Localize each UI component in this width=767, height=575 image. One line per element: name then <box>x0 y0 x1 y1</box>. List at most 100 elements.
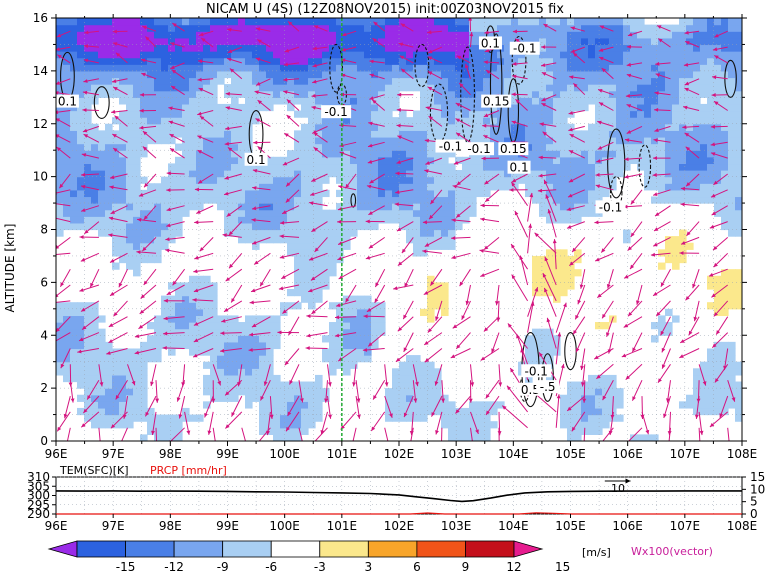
wind-vector <box>109 284 128 297</box>
wind-vector <box>150 364 157 387</box>
wind-vector <box>546 317 557 349</box>
wind-vector <box>82 125 100 133</box>
x-tick-label: 105E <box>555 447 586 461</box>
wind-vector <box>652 172 671 177</box>
wind-vector <box>396 108 414 112</box>
ts-x-tick-label: 99E <box>216 519 239 533</box>
wind-vector <box>228 221 243 236</box>
wind-vector <box>369 73 385 80</box>
wind-vector <box>663 395 671 419</box>
colorbar-unit: [m/s] <box>582 546 611 559</box>
wind-vector <box>200 37 214 48</box>
wind-vector <box>684 87 700 96</box>
wind-vector <box>571 411 586 432</box>
wind-vector <box>510 181 529 206</box>
wind-vector <box>509 188 528 192</box>
wind-vector <box>181 364 186 387</box>
wind-vector <box>684 30 700 35</box>
wind-vector <box>172 268 186 286</box>
wind-vector <box>374 268 386 288</box>
wind-vector <box>650 252 671 257</box>
wind-vector <box>229 68 243 80</box>
wind-vector <box>483 316 500 332</box>
wind-vector <box>56 252 71 256</box>
wind-vector <box>427 316 443 333</box>
wind-vector <box>403 395 414 418</box>
wind-vector <box>626 125 643 134</box>
wind-vector <box>555 332 562 365</box>
wind-vector <box>396 123 414 128</box>
wind-vector <box>512 74 528 80</box>
wind-vector <box>511 274 529 302</box>
wind-vector <box>365 219 385 224</box>
wind-vector <box>655 61 671 66</box>
wind-vector <box>83 133 100 143</box>
wind-vector <box>485 379 500 399</box>
wind-vector <box>601 300 614 319</box>
wind-vector <box>424 236 443 248</box>
wind-vector <box>63 395 71 419</box>
wind-vector <box>422 249 442 254</box>
wind-vector <box>140 284 157 299</box>
wind-vector <box>538 155 557 160</box>
wind-vector <box>597 89 614 96</box>
wind-vector <box>199 115 214 127</box>
wind-vector <box>81 316 100 330</box>
wind-vector <box>57 54 71 64</box>
wind-vector <box>82 90 99 96</box>
wind-vector <box>312 62 328 68</box>
wind-vector <box>313 146 328 159</box>
wind-vector <box>83 58 100 64</box>
wind-vector <box>598 101 614 111</box>
wind-vector <box>470 427 473 441</box>
wind-vector <box>56 118 71 127</box>
wind-vector <box>168 106 185 111</box>
colorbar-swatch <box>416 540 466 558</box>
wind-vector <box>311 93 328 98</box>
wind-vector <box>367 332 386 347</box>
wind-vector <box>606 316 614 337</box>
wind-vector <box>570 46 585 53</box>
wind-vector <box>251 218 271 223</box>
wind-vector <box>428 115 443 127</box>
wind-vector <box>511 120 528 127</box>
y-tick-label: 6 <box>40 275 48 289</box>
wind-vector <box>682 105 700 111</box>
ts-x-tick-label: 105E <box>555 519 586 533</box>
contour-label: 0.1 <box>244 152 268 167</box>
wind-vector <box>727 427 730 441</box>
wind-vector <box>626 73 643 80</box>
wind-vector <box>166 284 185 296</box>
wind-vector <box>281 268 300 280</box>
prcp-axis-label: PRCP [mm/hr] <box>150 464 227 477</box>
wind-vector <box>257 39 271 48</box>
wind-vector <box>138 189 157 197</box>
wind-vector <box>227 147 243 159</box>
colorbar-swatch <box>513 540 544 558</box>
wind-vector <box>688 316 700 336</box>
wind-vector <box>363 314 385 319</box>
x-tick-label: 103E <box>441 447 472 461</box>
wind-vector <box>652 236 671 247</box>
wind-vector <box>468 380 473 403</box>
wind-vector <box>170 62 185 70</box>
prcp-tick-label: 0 <box>750 507 758 521</box>
wind-vector <box>178 395 186 419</box>
x-tick-label: 104E <box>498 447 529 461</box>
wind-vector <box>566 205 585 212</box>
wind-vector <box>600 237 614 253</box>
wind-vector <box>136 250 157 255</box>
wind-vector <box>257 99 271 111</box>
wind-vector <box>396 157 414 164</box>
colorbar-tick-label: -3 <box>314 560 326 574</box>
wind-vector <box>298 427 303 441</box>
wind-vector <box>84 30 99 35</box>
colorbar-tick-label: 12 <box>506 560 521 574</box>
ts-x-tick-label: 100E <box>269 519 300 533</box>
wind-vector <box>114 115 128 127</box>
wind-vector <box>424 169 443 175</box>
wind-vector <box>230 284 243 303</box>
wind-vector <box>692 269 700 289</box>
wind-vector <box>453 157 471 165</box>
